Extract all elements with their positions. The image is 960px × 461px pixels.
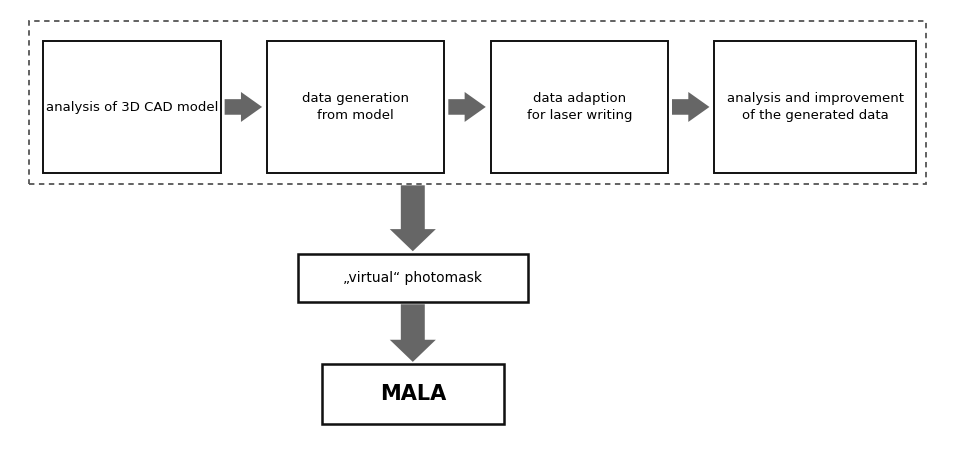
Text: data adaption
for laser writing: data adaption for laser writing xyxy=(527,92,632,122)
Bar xyxy=(322,364,504,424)
Polygon shape xyxy=(672,92,709,122)
Bar xyxy=(714,41,916,173)
Text: analysis and improvement
of the generated data: analysis and improvement of the generate… xyxy=(727,92,903,122)
Polygon shape xyxy=(390,304,436,362)
Polygon shape xyxy=(448,92,486,122)
Bar xyxy=(29,21,926,184)
Bar xyxy=(491,41,668,173)
Text: data generation
from model: data generation from model xyxy=(302,92,409,122)
Polygon shape xyxy=(225,92,262,122)
Bar xyxy=(298,254,528,302)
Text: MALA: MALA xyxy=(379,384,446,404)
Bar xyxy=(267,41,444,173)
Text: analysis of 3D CAD model: analysis of 3D CAD model xyxy=(46,100,218,114)
Bar xyxy=(43,41,221,173)
Text: „virtual“ photomask: „virtual“ photomask xyxy=(344,271,482,285)
Polygon shape xyxy=(390,185,436,251)
